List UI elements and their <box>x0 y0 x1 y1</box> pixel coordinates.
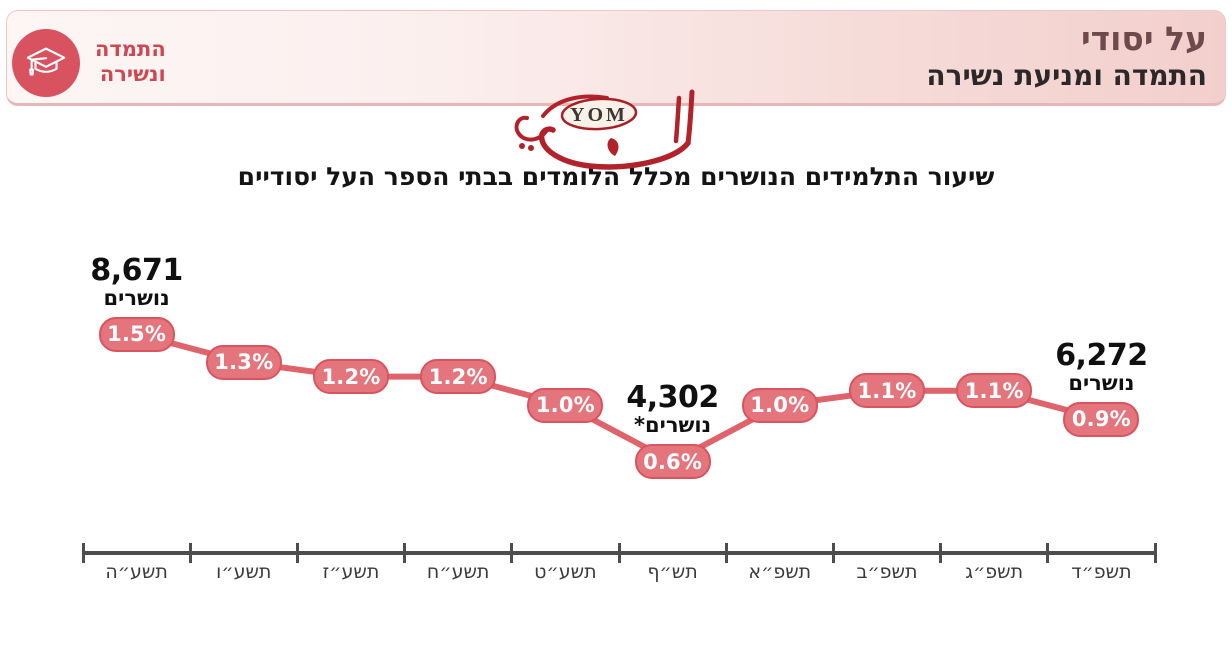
data-point-pill: 1.0% <box>527 387 604 423</box>
data-point-value: 0.6% <box>643 449 703 474</box>
annotation-dropout-count: 4,302 נושרים* <box>626 380 719 438</box>
x-axis-tick <box>1046 543 1050 563</box>
data-point-value: 1.2% <box>428 364 488 389</box>
x-axis-label: תשע״ה <box>105 561 168 583</box>
data-point-value: 0.9% <box>1071 407 1131 432</box>
data-point-pill: 1.3% <box>205 344 282 380</box>
logo-line-1: התמדה <box>95 37 166 61</box>
x-axis-tick <box>939 543 943 563</box>
data-point-pill: 1.1% <box>849 373 925 409</box>
header-subtitle: התמדה ומניעת נשירה <box>926 58 1207 92</box>
graduation-cap-icon <box>26 47 66 76</box>
data-point-pill: 1.2% <box>420 359 497 395</box>
annotation-number: 6,272 <box>1055 337 1148 373</box>
annotation-label: נושרים* <box>634 413 712 438</box>
chart-title: שיעור התלמידים הנושרים מכלל הלומדים בבתי… <box>237 162 995 191</box>
x-axis-label: תשפ״ג <box>965 561 1024 583</box>
x-axis-label: תשפ״ב <box>856 561 918 583</box>
x-axis-tick <box>617 543 621 563</box>
data-point-pill: 1.0% <box>741 387 818 423</box>
data-point-value: 1.1% <box>964 378 1024 403</box>
data-point-value: 1.3% <box>214 350 274 375</box>
x-axis-label: תשפ״ד <box>1071 561 1132 583</box>
x-axis-tick <box>1153 543 1157 563</box>
x-axis-label: תשע״ט <box>534 561 597 583</box>
x-axis-label: תשע״ח <box>426 561 490 583</box>
annotation-dropout-count: 6,272 נושרים <box>1055 337 1148 395</box>
x-axis-tick <box>724 543 728 563</box>
data-point-pill: 1.2% <box>313 359 389 395</box>
logo-line-2: ונשירה <box>99 62 166 87</box>
header-band: התמדה ונשירה על יסודי התמדה ומניעת נשירה <box>6 10 1226 106</box>
data-point-value: 1.1% <box>857 378 917 403</box>
x-axis-label: תשע״ז <box>322 561 380 583</box>
header-title: על יסודי <box>1080 19 1207 58</box>
data-point-pill: 1.1% <box>956 373 1033 409</box>
data-point-value: 1.5% <box>107 322 167 346</box>
annotation-dropout-count: 8,671 נושרים <box>90 252 183 310</box>
data-point-value: 1.2% <box>321 364 381 389</box>
x-axis-label: תשפ״א <box>748 561 812 583</box>
annotation-number: 8,671 <box>90 252 183 288</box>
annotation-label: נושרים <box>1068 370 1135 395</box>
x-axis-tick <box>295 543 299 563</box>
data-point-pill: 0.9% <box>1063 401 1140 437</box>
annotation-label: נושרים <box>103 285 170 310</box>
x-axis-tick <box>81 543 85 563</box>
logo-wordmark: התמדה ונשירה <box>95 37 166 87</box>
data-point-pill: 1.5% <box>98 316 175 352</box>
x-axis-label: תשע״ו <box>216 561 272 583</box>
annotation-number: 4,302 <box>626 380 719 416</box>
data-point-value: 1.0% <box>535 393 595 417</box>
x-axis-tick <box>403 543 407 563</box>
x-axis-tick <box>188 543 192 563</box>
logo-badge <box>12 29 80 97</box>
x-axis-label: תש״ף <box>647 561 698 583</box>
data-point-pill: 0.6% <box>634 444 711 480</box>
data-point-value: 1.0% <box>750 393 810 417</box>
header-titles: על יסודי התמדה ומניעת נשירה <box>926 19 1207 92</box>
x-axis-tick <box>831 543 835 563</box>
x-axis-tick <box>510 543 514 563</box>
